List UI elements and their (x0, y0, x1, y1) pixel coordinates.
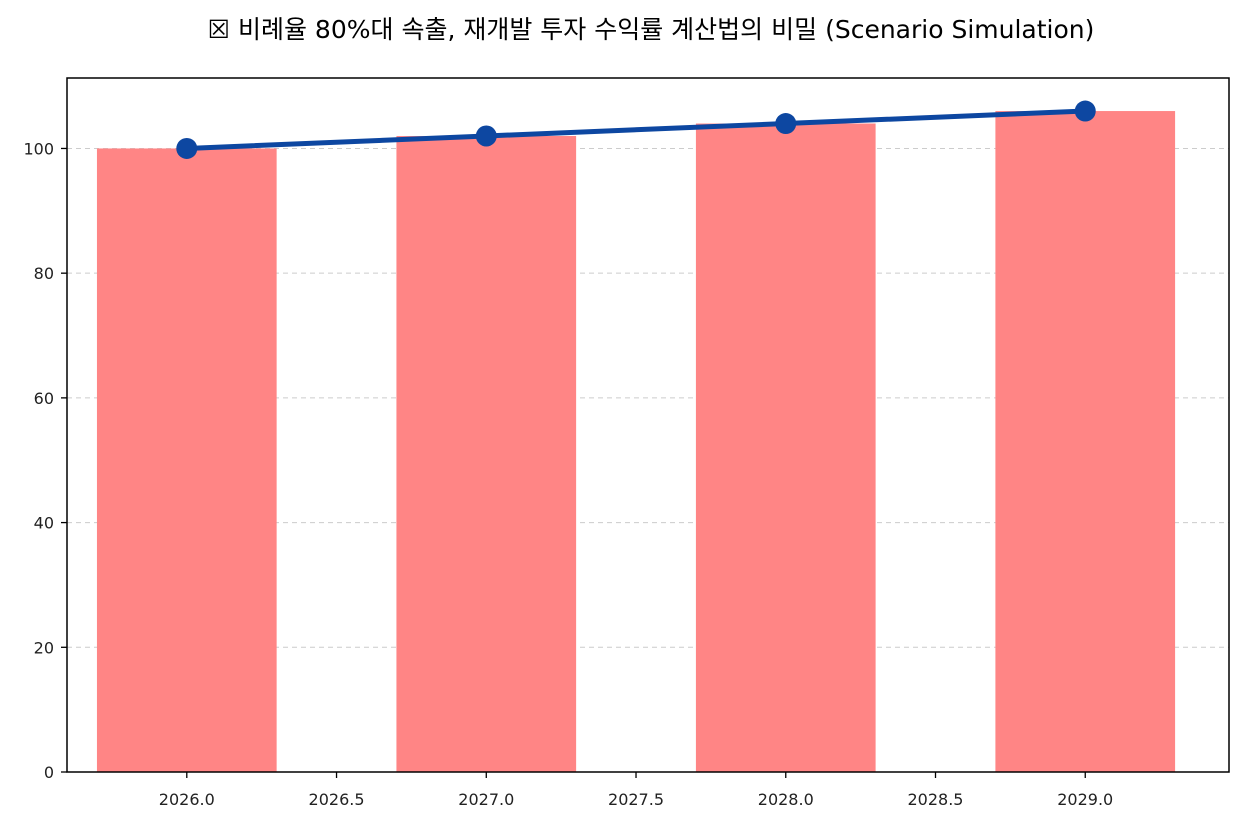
y-tick-label: 100 (23, 139, 54, 158)
y-tick-label: 0 (44, 763, 54, 782)
x-tick-label: 2027.5 (608, 790, 664, 809)
bar (96, 148, 277, 772)
x-tick-label: 2029.0 (1057, 790, 1113, 809)
x-tick-label: 2027.0 (458, 790, 514, 809)
y-tick-label: 20 (34, 638, 54, 657)
bar (995, 111, 1176, 773)
series-point (176, 137, 198, 159)
y-tick-label: 80 (34, 264, 54, 283)
bar (695, 123, 876, 772)
y-tick-label: 40 (34, 514, 54, 533)
x-tick-label: 2028.0 (758, 790, 814, 809)
x-tick-label: 2026.0 (159, 790, 215, 809)
plot-frame (66, 77, 1230, 773)
series-point (775, 113, 797, 135)
bar-layer (96, 111, 1176, 773)
x-tick-label: 2028.5 (908, 790, 964, 809)
y-axis: 0 20 40 60 80 100 (23, 139, 67, 782)
x-axis: 2026.0 2026.5 2027.0 2027.5 2028.0 2028.5 2029… (159, 772, 1113, 809)
y-tick-label: 60 (34, 389, 54, 408)
line-layer (176, 100, 1096, 159)
series-point (475, 125, 497, 147)
x-tick-label: 2026.5 (309, 790, 365, 809)
chart-title: ☒ 비례율 80%대 속출, 재개발 투자 수익률 계산법의 비밀 (Scena… (208, 15, 1095, 44)
series-line (184, 108, 1088, 151)
bar (396, 135, 577, 773)
series-point (1074, 100, 1096, 122)
